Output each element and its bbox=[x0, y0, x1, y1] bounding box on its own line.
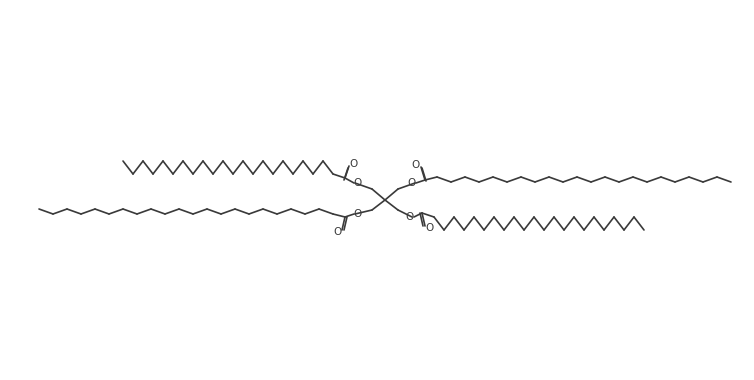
Text: O: O bbox=[406, 212, 414, 222]
Text: O: O bbox=[408, 178, 416, 188]
Text: O: O bbox=[333, 227, 341, 237]
Text: O: O bbox=[350, 159, 358, 169]
Text: O: O bbox=[354, 209, 362, 219]
Text: O: O bbox=[426, 223, 434, 233]
Text: O: O bbox=[412, 160, 420, 170]
Text: O: O bbox=[354, 178, 362, 188]
